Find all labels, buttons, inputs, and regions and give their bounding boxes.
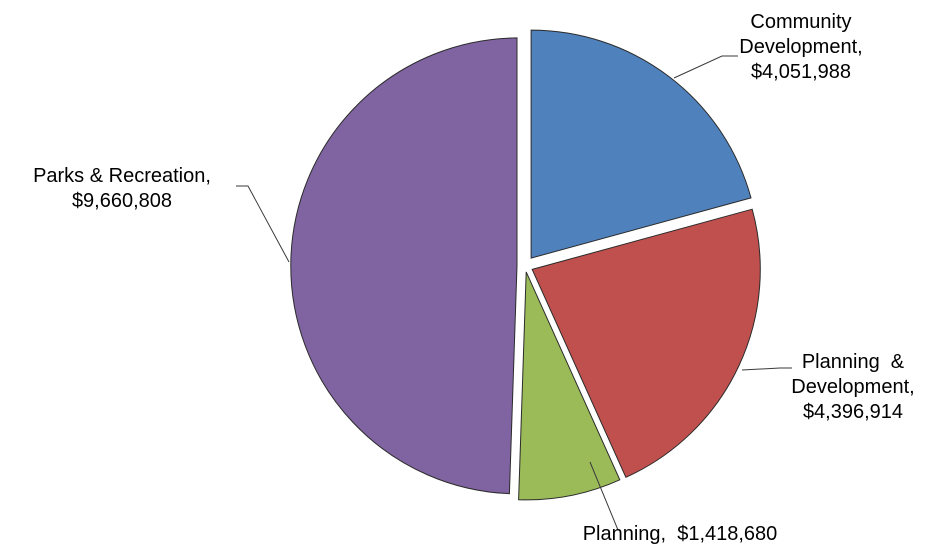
data-label-community-development: Community Development, $4,051,988 <box>739 11 862 83</box>
leader-line-community-development <box>673 55 738 79</box>
pie-slice-planning-development <box>531 208 761 478</box>
data-label-planning: Planning, $1,418,680 <box>583 523 778 545</box>
leader-line-parks-recreation <box>236 185 290 263</box>
leader-line-planning <box>589 461 620 531</box>
data-label-line: Parks & Recreation, <box>33 165 211 187</box>
data-label-line: Development, <box>791 376 914 398</box>
data-label-line: Planning, $1,418,680 <box>583 523 778 545</box>
data-label-parks-recreation: Parks & Recreation, $9,660,808 <box>33 165 211 212</box>
data-label-line: Development, <box>739 36 862 58</box>
pie-slice-community-development <box>530 29 752 259</box>
data-label-planning-development: Planning & Development, $4,396,914 <box>791 351 914 423</box>
pie-slice-parks-recreation <box>290 37 518 495</box>
data-label-line: $4,396,914 <box>803 401 903 423</box>
data-label-line: $9,660,808 <box>72 190 172 212</box>
data-label-line: Community <box>750 11 851 33</box>
leader-line-planning-development <box>741 367 792 371</box>
pie-slice-planning <box>518 271 621 501</box>
data-label-line: $4,051,988 <box>751 61 851 83</box>
data-label-line: Planning & <box>802 351 905 373</box>
